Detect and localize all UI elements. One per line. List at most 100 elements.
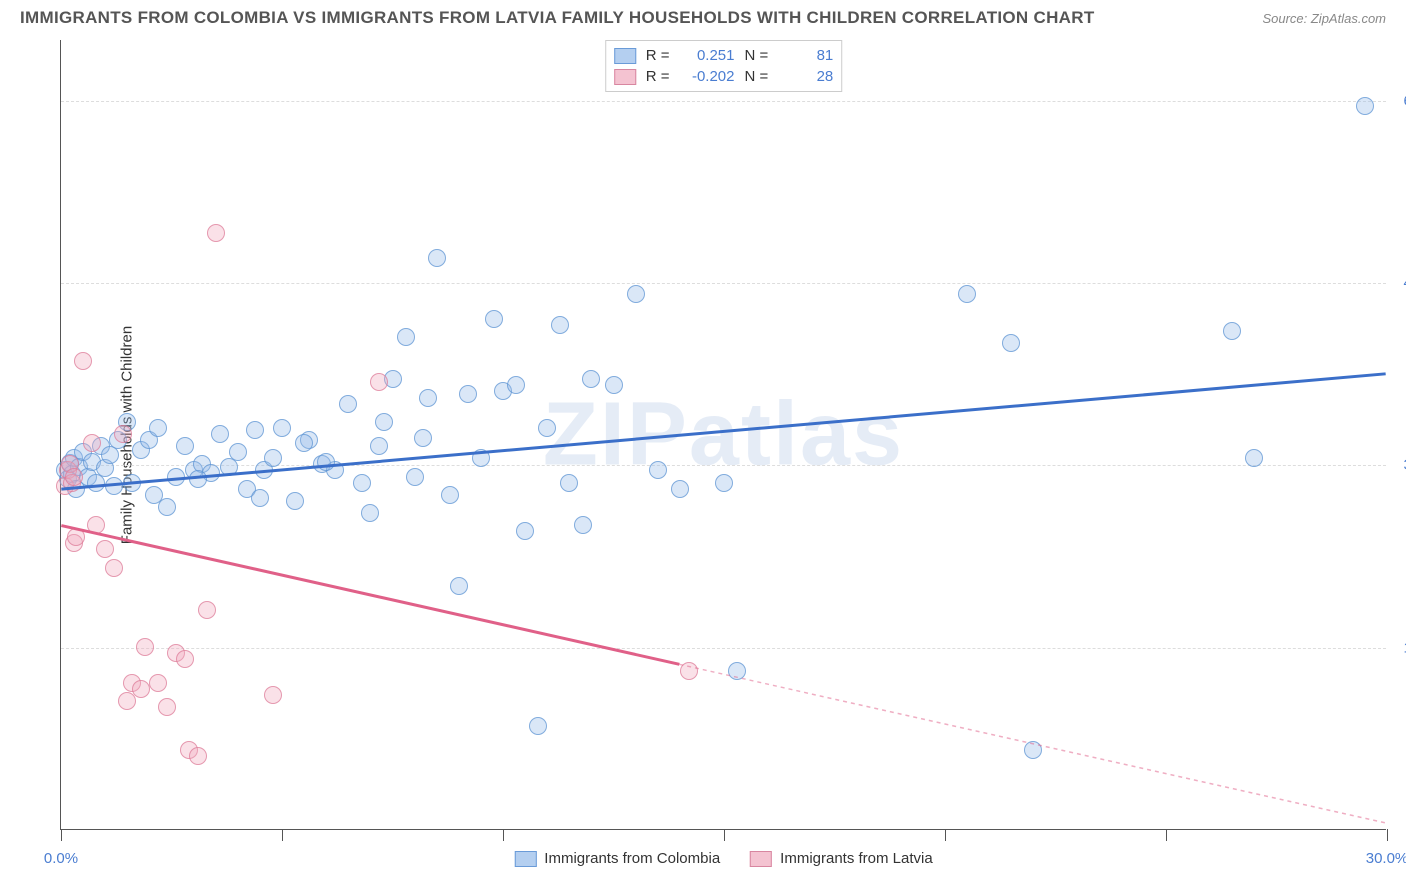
data-point <box>189 747 207 765</box>
legend-n-value: 81 <box>778 47 833 64</box>
data-point <box>649 461 667 479</box>
data-point <box>114 425 132 443</box>
x-tick <box>503 829 504 841</box>
data-point <box>1245 449 1263 467</box>
data-point <box>414 429 432 447</box>
legend-r-label: R = <box>646 47 670 64</box>
data-point <box>507 376 525 394</box>
legend-series-label: Immigrants from Colombia <box>544 850 720 867</box>
data-point <box>246 421 264 439</box>
data-point <box>189 470 207 488</box>
data-point <box>176 437 194 455</box>
data-point <box>627 285 645 303</box>
legend-stats-row: R = 0.251 N = 81 <box>614 45 834 66</box>
data-point <box>574 516 592 534</box>
data-point <box>295 434 313 452</box>
data-point <box>317 453 335 471</box>
x-tick <box>724 829 725 841</box>
data-point <box>397 328 415 346</box>
data-point <box>123 474 141 492</box>
data-point <box>273 419 291 437</box>
data-point <box>176 650 194 668</box>
data-point <box>1024 741 1042 759</box>
data-point <box>485 310 503 328</box>
legend-r-label: R = <box>646 68 670 85</box>
data-point <box>560 474 578 492</box>
legend-series: Immigrants from Colombia Immigrants from … <box>514 850 932 867</box>
legend-series-item: Immigrants from Latvia <box>750 850 933 867</box>
data-point <box>406 468 424 486</box>
data-point <box>671 480 689 498</box>
data-point <box>339 395 357 413</box>
data-point <box>370 373 388 391</box>
data-point <box>441 486 459 504</box>
data-point <box>158 698 176 716</box>
data-point <box>149 674 167 692</box>
legend-swatch <box>614 69 636 85</box>
gridline-h <box>61 101 1386 102</box>
chart-container: Family Households with Children ZIPatlas… <box>50 40 1386 830</box>
data-point <box>87 516 105 534</box>
data-point <box>74 352 92 370</box>
data-point <box>145 486 163 504</box>
data-point <box>605 376 623 394</box>
gridline-h <box>61 648 1386 649</box>
data-point <box>211 425 229 443</box>
watermark-text: ZIPatlas <box>543 383 904 486</box>
data-point <box>728 662 746 680</box>
x-tick <box>1166 829 1167 841</box>
data-point <box>582 370 600 388</box>
data-point <box>264 449 282 467</box>
data-point <box>428 249 446 267</box>
data-point <box>105 559 123 577</box>
data-point <box>251 489 269 507</box>
data-point <box>1002 334 1020 352</box>
data-point <box>353 474 371 492</box>
data-point <box>551 316 569 334</box>
data-point <box>516 522 534 540</box>
data-point <box>132 680 150 698</box>
gridline-h <box>61 283 1386 284</box>
data-point <box>207 224 225 242</box>
x-tick-label: 0.0% <box>44 850 78 867</box>
data-point <box>198 601 216 619</box>
x-tick <box>61 829 62 841</box>
data-point <box>105 477 123 495</box>
legend-swatch <box>750 851 772 867</box>
data-point <box>370 437 388 455</box>
trend-line <box>61 526 679 665</box>
legend-stats: R = 0.251 N = 81 R = -0.202 N = 28 <box>605 40 843 92</box>
legend-n-label: N = <box>745 68 769 85</box>
data-point <box>229 443 247 461</box>
legend-series-label: Immigrants from Latvia <box>780 850 933 867</box>
data-point <box>419 389 437 407</box>
x-tick-label: 30.0% <box>1366 850 1406 867</box>
legend-r-value: -0.202 <box>680 68 735 85</box>
data-point <box>538 419 556 437</box>
legend-swatch <box>614 48 636 64</box>
data-point <box>375 413 393 431</box>
data-point <box>361 504 379 522</box>
x-tick <box>945 829 946 841</box>
data-point <box>286 492 304 510</box>
legend-r-value: 0.251 <box>680 47 735 64</box>
data-point <box>136 638 154 656</box>
data-point <box>149 419 167 437</box>
data-point <box>459 385 477 403</box>
data-point <box>158 498 176 516</box>
legend-series-item: Immigrants from Colombia <box>514 850 720 867</box>
data-point <box>167 468 185 486</box>
data-point <box>472 449 490 467</box>
data-point <box>529 717 547 735</box>
x-tick <box>1387 829 1388 841</box>
legend-n-label: N = <box>745 47 769 64</box>
x-tick <box>282 829 283 841</box>
data-point <box>67 528 85 546</box>
data-point <box>65 468 83 486</box>
legend-n-value: 28 <box>778 68 833 85</box>
legend-swatch <box>514 851 536 867</box>
data-point <box>1356 97 1374 115</box>
plot-area: ZIPatlas 15.0%30.0%45.0%60.0%0.0%30.0%R … <box>60 40 1386 830</box>
data-point <box>450 577 468 595</box>
data-point <box>680 662 698 680</box>
